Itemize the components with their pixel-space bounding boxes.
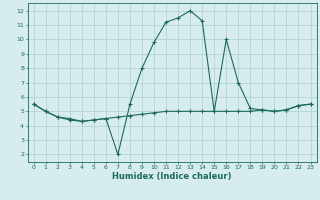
X-axis label: Humidex (Indice chaleur): Humidex (Indice chaleur) bbox=[112, 172, 232, 181]
